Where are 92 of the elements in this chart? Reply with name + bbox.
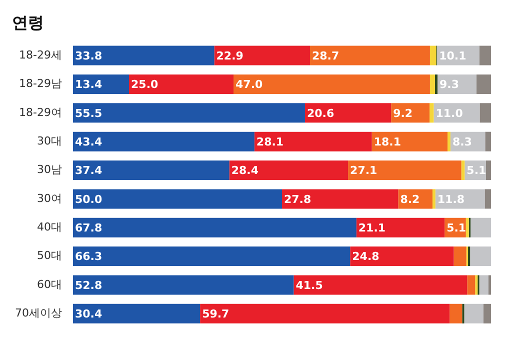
bar bbox=[234, 74, 430, 94]
bar bbox=[72, 246, 350, 266]
bar bbox=[485, 132, 491, 152]
data-label: 50.0 bbox=[74, 192, 102, 206]
data-label: 25.0 bbox=[131, 78, 158, 92]
data-label: 5.1 bbox=[446, 221, 466, 234]
data-label: 9.3 bbox=[439, 78, 459, 92]
data-label: 47.0 bbox=[236, 78, 263, 92]
bar bbox=[348, 160, 462, 180]
bar bbox=[484, 189, 491, 209]
bar bbox=[475, 275, 478, 295]
bar bbox=[454, 246, 466, 266]
data-label: 9.2 bbox=[393, 106, 413, 120]
bar bbox=[464, 304, 484, 324]
data-label: 52.8 bbox=[74, 278, 102, 292]
bar bbox=[432, 189, 436, 209]
bar bbox=[467, 275, 476, 295]
data-label: 30.4 bbox=[74, 308, 102, 321]
y-tick-label: 40대 bbox=[36, 220, 62, 234]
data-label: 10.1 bbox=[439, 49, 466, 62]
data-label: 22.9 bbox=[216, 49, 244, 62]
data-label: 59.7 bbox=[202, 308, 230, 321]
y-tick-label: 18-29세 bbox=[19, 48, 62, 62]
bar bbox=[450, 304, 462, 324]
bar bbox=[72, 189, 282, 209]
data-label: 8.2 bbox=[400, 192, 420, 206]
bar bbox=[294, 275, 468, 295]
bar bbox=[310, 46, 430, 66]
data-label: 43.4 bbox=[74, 135, 102, 148]
bar bbox=[479, 46, 491, 66]
data-label: 5.1 bbox=[466, 164, 486, 178]
bar bbox=[350, 246, 454, 266]
bar bbox=[483, 304, 491, 324]
data-label: 37.4 bbox=[74, 164, 102, 178]
data-label: 24.8 bbox=[352, 250, 380, 264]
bar bbox=[200, 304, 450, 324]
bar bbox=[479, 275, 488, 295]
bar bbox=[72, 46, 214, 66]
bar bbox=[434, 74, 438, 94]
data-label: 28.4 bbox=[231, 164, 259, 178]
bar bbox=[72, 103, 305, 123]
bar bbox=[430, 46, 436, 66]
data-label: 28.7 bbox=[312, 49, 340, 62]
data-label: 41.5 bbox=[296, 278, 323, 292]
y-tick-label: 18-29남 bbox=[19, 77, 62, 90]
bar bbox=[461, 160, 465, 180]
bar bbox=[356, 218, 445, 238]
bar bbox=[470, 218, 491, 238]
bar bbox=[229, 160, 348, 180]
bar bbox=[430, 74, 435, 94]
bar bbox=[488, 275, 491, 295]
data-label: 21.1 bbox=[358, 221, 386, 234]
data-label: 66.3 bbox=[74, 250, 102, 264]
data-label: 11.0 bbox=[436, 106, 464, 120]
chart-title: 연령 bbox=[12, 12, 44, 32]
data-label: 33.8 bbox=[74, 49, 102, 62]
bar bbox=[486, 160, 491, 180]
bar bbox=[72, 218, 356, 238]
data-label: 55.5 bbox=[74, 106, 102, 120]
bar bbox=[72, 275, 294, 295]
bar bbox=[372, 132, 448, 152]
bar bbox=[72, 304, 200, 324]
bar bbox=[282, 189, 398, 209]
data-label: 67.8 bbox=[74, 221, 102, 234]
bar bbox=[254, 132, 372, 152]
data-label: 20.6 bbox=[306, 106, 334, 120]
data-label: 18.1 bbox=[374, 135, 402, 148]
data-label: 8.3 bbox=[452, 135, 472, 148]
bar bbox=[448, 132, 450, 152]
bar bbox=[304, 103, 392, 123]
data-label: 27.1 bbox=[350, 164, 378, 178]
data-label: 13.4 bbox=[74, 78, 102, 92]
y-tick-label: 60대 bbox=[36, 278, 62, 291]
bar bbox=[430, 103, 434, 123]
bar bbox=[466, 218, 469, 238]
bar bbox=[72, 74, 130, 94]
bar bbox=[129, 74, 234, 94]
bar bbox=[476, 74, 491, 94]
bar bbox=[72, 160, 230, 180]
y-tick-label: 70세이상 bbox=[14, 306, 62, 320]
y-tick-label: 30대 bbox=[36, 134, 62, 148]
y-tick-label: 30여 bbox=[36, 192, 62, 205]
data-label: 27.8 bbox=[284, 192, 312, 206]
y-tick-label: 30남 bbox=[36, 163, 62, 176]
data-label: 11.8 bbox=[437, 192, 465, 206]
bar bbox=[480, 103, 491, 123]
bar bbox=[470, 246, 491, 266]
bar bbox=[214, 46, 310, 66]
y-tick-label: 50대 bbox=[36, 249, 62, 262]
y-tick-label: 18-29여 bbox=[19, 106, 62, 119]
data-label: 28.1 bbox=[256, 135, 284, 148]
bar bbox=[72, 132, 254, 152]
